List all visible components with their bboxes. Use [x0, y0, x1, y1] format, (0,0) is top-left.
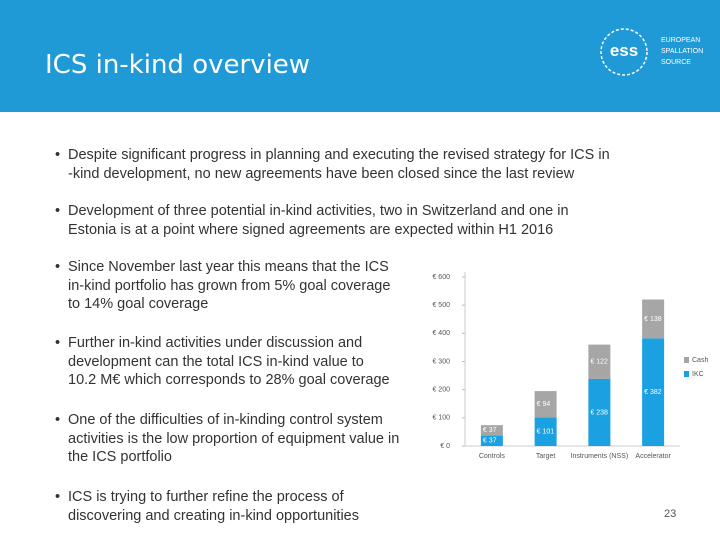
x-tick-label: Target	[536, 453, 556, 460]
y-tick-label: € 100	[432, 415, 450, 422]
bar-segment	[642, 299, 665, 339]
slide-title: ICS in-kind overview	[45, 50, 311, 80]
y-tick-label: € 300	[432, 358, 450, 365]
legend-label: Cash	[692, 357, 708, 364]
bullet-text: to 14% goal coverage	[68, 296, 209, 312]
logo-text: EUROPEAN	[661, 37, 700, 44]
bar-segment	[534, 417, 557, 446]
bullet-text: One of the difficulties of in-kinding co…	[68, 412, 383, 428]
value-label: € 138	[644, 316, 662, 323]
x-tick-label: Accelerator	[635, 453, 671, 460]
logo-text: SOURCE	[661, 59, 691, 66]
legend-swatch	[684, 357, 689, 363]
value-label: € 37	[483, 438, 497, 445]
logo: ess EUROPEAN SPALLATION SOURCE	[600, 28, 703, 76]
bar-segment	[588, 378, 611, 446]
value-label: € 94	[537, 401, 551, 408]
y-tick-label: € 200	[432, 387, 450, 394]
bullet-text: activities is the low proportion of equi…	[68, 430, 400, 447]
logo-text: SPALLATION	[661, 48, 703, 55]
bullet-dot: •	[55, 489, 61, 505]
bar-segment	[642, 338, 665, 446]
bullet: • Development of three potential in-kind …	[55, 202, 569, 239]
value-label: € 238	[590, 409, 608, 416]
bullet: • Despite significant progress in plannin…	[55, 146, 610, 183]
x-tick-label: Instruments (NSS)	[571, 453, 629, 460]
bullet-dot: •	[55, 335, 61, 351]
bullet-text: Since November last year this means that…	[68, 259, 389, 275]
bullet-text: the ICS portfolio	[68, 449, 172, 465]
bullet-text: discovering and creating in-kind opportu…	[68, 507, 359, 524]
bullet: • Further in-kind activities under discus…	[55, 334, 390, 390]
bullet-dot: •	[55, 412, 61, 428]
bullet-text: ICS is trying to further refine the proc…	[68, 489, 344, 505]
bullet-dot: •	[55, 147, 61, 163]
bullet-dot: •	[55, 259, 61, 275]
value-label: € 37	[483, 427, 497, 434]
bar-segment	[480, 435, 503, 446]
bullet-text: 10.2 M€ which corresponds to 28% goal co…	[68, 372, 390, 388]
header: ICS in-kind overview ess EUROPEAN SPALLA…	[0, 0, 720, 112]
y-tick-label: € 600	[432, 274, 450, 281]
y-tick-label: € 500	[432, 302, 450, 309]
bullet-text: -kind development, no new agreements hav…	[68, 165, 575, 182]
legend-label: IKC	[692, 371, 704, 378]
x-tick-label: Controls	[479, 453, 506, 460]
value-label: € 382	[644, 389, 662, 396]
bar-segment	[480, 425, 503, 436]
bullet-text: Despite significant progress in planning…	[68, 147, 610, 163]
chart: € 0 € 100 € 200 € 300 € 400 € 500 € 600 Control…	[432, 272, 708, 460]
bar-segment	[534, 391, 557, 418]
bullet: • Since November last year this means tha…	[55, 258, 390, 314]
legend-swatch	[684, 371, 689, 377]
logo-ring	[600, 28, 648, 76]
y-tick-label: € 400	[432, 330, 450, 337]
page-number: 23	[664, 508, 677, 520]
bullet-text: in-kind portfolio has grown from 5% goal…	[68, 277, 391, 294]
bullet: • ICS is trying to further refine the pro…	[55, 488, 359, 525]
bullet-text: development can the total ICS in-kind va…	[68, 353, 364, 370]
y-tick-label: € 0	[440, 443, 450, 450]
logo-mark: ess	[610, 41, 638, 60]
bullet-text: Development of three potential in-kind a…	[68, 203, 569, 219]
bullet-dot: •	[55, 203, 61, 219]
bullet-text: Estonia is at a point where signed agree…	[68, 221, 554, 238]
value-label: € 122	[590, 359, 608, 366]
bullet: • One of the difficulties of in-kinding c…	[55, 411, 399, 467]
bullet-text: Further in-kind activities under discuss…	[68, 335, 363, 351]
value-label: € 101	[537, 429, 555, 436]
bar-segment	[588, 344, 611, 379]
